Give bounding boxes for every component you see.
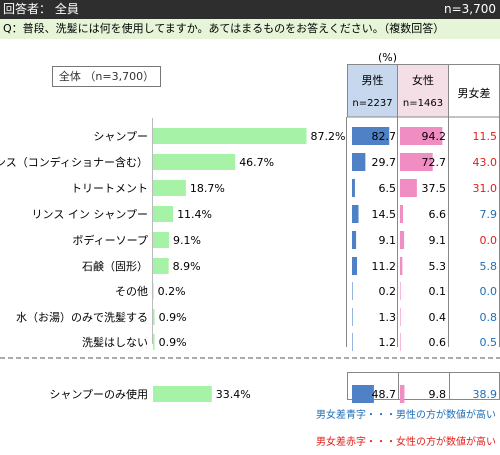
male-bar [352,257,358,275]
male-value-label: 48.7 [372,388,397,401]
legend-red: 男女差赤字・・・女性の方が数値が高い [316,437,496,448]
female-value-label: 0.4 [429,311,447,324]
category-label: リンス イン シャンプー [32,208,148,221]
male-value-label: 1.2 [379,336,397,349]
diff-value-label: 7.9 [480,208,498,221]
total-value-label: 46.7% [239,156,274,169]
male-bar [352,385,374,403]
male-value-label: 14.5 [372,208,397,221]
question-text: Q：普段、洗髪には何を使用してますか。あてはまるものをお答えください。（複数回答… [0,19,500,39]
male-value-label: 82.7 [372,130,397,143]
total-bar [153,283,154,299]
male-label: 男性 [361,74,384,87]
total-value-label: 33.4% [216,388,251,401]
total-value-label: 11.4% [177,208,212,221]
total-value-label: 9.1% [173,234,201,247]
female-value-label: 0.6 [429,336,447,349]
total-bar [153,128,307,144]
diff-value-label: 38.9 [473,388,498,401]
diff-label: 男女差 [457,87,491,100]
total-bar [153,206,174,222]
male-value-label: 1.3 [379,311,397,324]
male-n: n=2237 [352,98,393,109]
category-label: シャンプーのみ使用 [49,388,148,401]
female-value-label: 0.1 [429,285,447,298]
category-label: トリートメント [71,182,148,195]
diff-value-label: 5.8 [480,260,498,273]
category-label: リンス（コンディショナー含む） [0,155,148,169]
diff-value-label: 0.8 [480,311,498,324]
female-value-label: 9.8 [429,388,447,401]
total-value-label: 8.9% [173,260,201,273]
female-bar [400,257,403,275]
female-value-label: 37.5 [422,182,447,195]
diff-value-label: 0.0 [480,285,498,298]
diff-value-label: 43.0 [473,156,498,169]
male-column-header: 男性 n=2237 [347,64,398,117]
respondent-label: 回答者： 全員 [3,2,79,16]
female-bar [400,153,433,171]
male-value-label: 11.2 [372,260,397,273]
female-bar [400,179,417,197]
female-value-label: 5.3 [429,260,447,273]
male-bar [352,308,353,326]
female-bar [400,282,401,300]
diff-value-label: 11.5 [473,130,498,143]
category-label: その他 [115,285,148,298]
total-bar [153,386,212,402]
category-label: 水（お湯）のみで洗髪する [16,310,148,324]
diff-value-label: 31.0 [473,182,498,195]
female-column-header: 女性 n=1463 [398,64,449,117]
male-value-label: 29.7 [372,156,397,169]
total-bar [153,309,155,325]
female-value-label: 9.1 [429,234,447,247]
female-value-label: 72.7 [422,156,447,169]
female-n: n=1463 [402,98,444,109]
male-bar [352,282,353,300]
male-bar [352,205,359,223]
total-bar [153,180,186,196]
male-bar [352,127,390,145]
female-bar [400,333,401,351]
female-bar [400,127,443,145]
diff-value-label: 0.0 [480,234,498,247]
female-label: 女性 [412,74,434,87]
total-sample-box: 全体 （n=3,700） [52,66,161,87]
category-label: 石鹸（固形） [82,259,148,273]
male-bar [352,333,353,351]
female-value-label: 94.2 [422,130,447,143]
male-bar [352,179,355,197]
male-value-label: 6.5 [379,182,397,195]
female-bar [400,385,405,403]
total-bar [153,258,169,274]
total-value-label: 0.9% [159,311,187,324]
total-bar [153,154,236,170]
total-value-label: 0.2% [158,285,186,298]
total-bar [153,232,170,248]
category-label: ボディーソープ [72,233,148,247]
percent-unit-label: (%) [378,51,398,64]
diff-value-label: 0.5 [480,336,498,349]
female-value-label: 6.6 [429,208,447,221]
female-bar [400,308,401,326]
male-value-label: 0.2 [379,285,397,298]
legend-blue: 男女差青字・・・男性の方が数値が高い [316,410,496,421]
category-label: 洗髪はしない [82,335,148,349]
sample-size: n=3,700 [443,2,496,16]
diff-column-header: 男女差 [449,64,500,117]
male-bar [352,153,366,171]
female-bar [400,205,403,223]
total-value-label: 18.7% [190,182,225,195]
male-bar [352,231,357,249]
total-value-label: 0.9% [159,336,187,349]
category-label: シャンプー [93,130,148,143]
female-bar [400,231,405,249]
total-bar [153,334,155,350]
male-value-label: 9.1 [379,234,397,247]
header-bar: 回答者： 全員 n=3,700 [0,0,500,19]
total-value-label: 87.2% [310,130,345,143]
